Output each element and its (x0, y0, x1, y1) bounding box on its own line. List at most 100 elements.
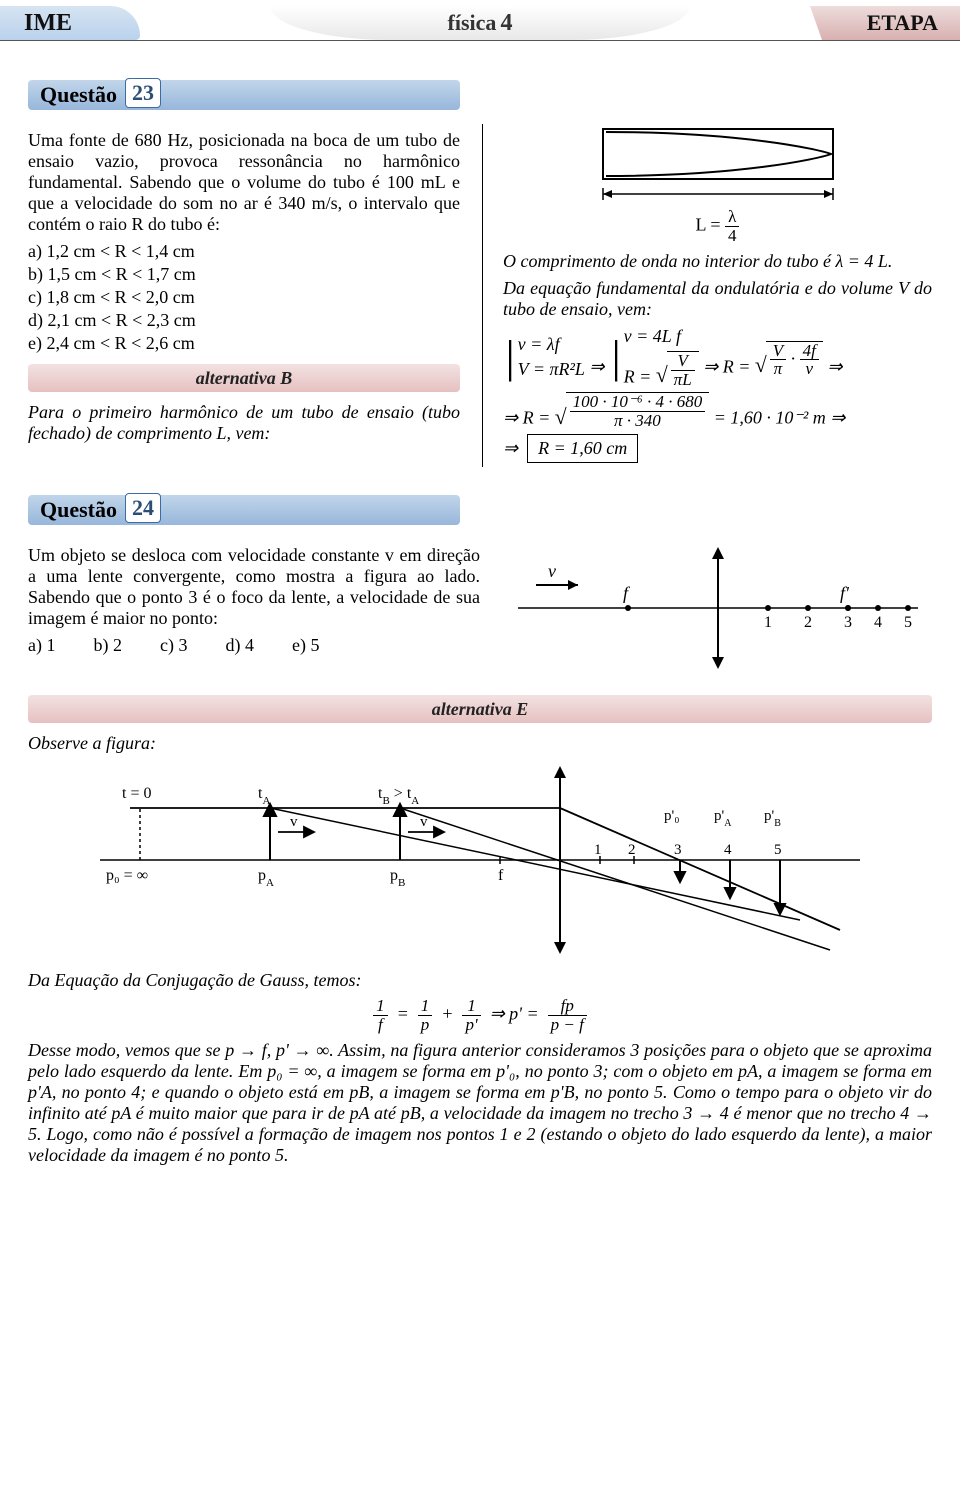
q24-opt-c: c) 3 (160, 635, 187, 656)
svg-text:3: 3 (674, 842, 682, 858)
q24-heading: Questão 24 (28, 495, 460, 525)
tube-diagram: L = λ4 (598, 124, 838, 245)
svg-text:3: 3 (844, 614, 852, 631)
svg-text:p₀ = ∞: p₀ = ∞ (106, 867, 148, 884)
g-plus: + (441, 1004, 453, 1024)
svg-text:pB: pB (390, 867, 405, 889)
q23-opt-a: a) 1,2 cm < R < 1,4 cm (28, 241, 460, 262)
tube-svg (598, 124, 838, 204)
q24-gauss-intro: Da Equação da Conjugação de Gauss, temos… (28, 970, 932, 991)
q23-heading: Questão 23 (28, 80, 460, 110)
R-b: π (770, 360, 786, 378)
tube-caption: L = λ4 (598, 208, 838, 245)
g-m2t: 1 (462, 997, 480, 1016)
ray-svg: v v t = 0 tA tB > tA p₀ = ∞ pA pB f 1 2 … (100, 760, 860, 960)
q24-observe: Observe a figura: (28, 733, 932, 754)
q23-right: L = λ4 O comprimento de onda no interior… (482, 124, 932, 467)
q23-r1: O comprimento de onda no interior do tub… (503, 251, 932, 272)
g-arr: ⇒ p' = (490, 1004, 539, 1024)
plug-b: π · 340 (570, 412, 706, 430)
lens-v: v (548, 561, 556, 581)
svg-text:p'₀: p'₀ (664, 808, 679, 824)
svg-text:2: 2 (804, 614, 812, 631)
sys-d-l: R = (624, 366, 652, 386)
q23-sol-line1: Para o primeiro harmônico de um tubo de … (28, 402, 460, 444)
plug-res: = 1,60 · 10⁻² m ⇒ (714, 408, 846, 428)
question-number: 23 (125, 78, 161, 108)
g-m1t: 1 (418, 997, 433, 1016)
svg-text:v: v (420, 814, 428, 830)
frac-top: λ (725, 208, 740, 227)
header-center: física 4 (270, 6, 690, 40)
svg-text:f: f (498, 867, 504, 884)
q23-opt-b: b) 1,5 cm < R < 1,7 cm (28, 264, 460, 285)
g-l-t: 1 (373, 997, 388, 1016)
svg-text:v: v (290, 814, 298, 830)
page-header: IME física 4 ETAPA (28, 0, 932, 52)
q23-opt-e: e) 2,4 cm < R < 2,6 cm (28, 333, 460, 354)
q24-opt-e: e) 5 (292, 635, 319, 656)
q24-opt-d: d) 4 (225, 635, 254, 656)
sys-a: v = λf (518, 334, 585, 355)
sys-c: v = 4L f (624, 326, 699, 347)
svg-text:pA: pA (258, 867, 274, 889)
plug-pre: ⇒ R = (503, 408, 550, 428)
q24-lens-diagram: v f f' 1 2 3 4 5 (504, 539, 932, 677)
svg-text:f: f (623, 583, 631, 603)
svg-text:f': f' (840, 583, 850, 603)
q24-options: a) 1 b) 2 c) 3 d) 4 e) 5 (28, 635, 480, 656)
frac-bottom: 4 (725, 227, 740, 245)
q24-stem: Um objeto se desloca com velocidade cons… (28, 545, 480, 629)
q23-opt-d: d) 2,1 cm < R < 2,3 cm (28, 310, 460, 331)
final-box: R = 1,60 cm (527, 434, 638, 463)
dot: · (791, 348, 796, 368)
q23-stem: Uma fonte de 680 Hz, posicionada na boca… (28, 130, 460, 235)
R2-t: 4f (800, 342, 819, 361)
q24-ray-diagram: v v t = 0 tA tB > tA p₀ = ∞ pA pB f 1 2 … (100, 760, 860, 960)
question-bar: Questão 24 (28, 495, 460, 525)
q23-body: Uma fonte de 680 Hz, posicionada na boca… (28, 124, 932, 467)
sys-d-t: V (671, 352, 695, 371)
q24-opt-a: a) 1 (28, 635, 55, 656)
q24-answer-banner: alternativa E (28, 695, 932, 723)
q23-r2: Da equação fundamental da ondulatória e … (503, 278, 932, 320)
sys-d-b: πL (671, 371, 695, 389)
g-l-b: f (373, 1016, 388, 1034)
final-pre: ⇒ (503, 438, 518, 458)
q23-final: ⇒ R = 1,60 cm (503, 434, 932, 463)
header-subject: física (448, 10, 497, 36)
svg-text:t = 0: t = 0 (122, 785, 151, 802)
svg-text:1: 1 (594, 842, 602, 858)
q24-gauss-eq: 1f = 1p + 1p' ⇒ p' = fpp − f (28, 997, 932, 1034)
question-number: 24 (125, 493, 161, 523)
g-m2b: p' (462, 1016, 480, 1034)
g-rb: p − f (548, 1016, 587, 1034)
R-t: V (770, 342, 786, 361)
q24-opt-b: b) 2 (93, 635, 122, 656)
question-label: Questão (40, 82, 117, 108)
svg-text:tB > tA: tB > tA (378, 785, 419, 807)
tube-caption-L: L = (696, 214, 721, 234)
svg-text:4: 4 (874, 614, 882, 631)
question-bar: Questão 23 (28, 80, 460, 110)
sys-b: V = πR²L (518, 359, 585, 380)
q23-system: | v = λf V = πR²L ⇒ | v = 4L f R = VπL ⇒… (503, 326, 932, 389)
arrow2: ⇒ (827, 356, 842, 376)
svg-text:5: 5 (774, 842, 782, 858)
svg-text:tA: tA (258, 785, 270, 807)
q23-answer-banner: alternativa B (28, 364, 460, 392)
svg-text:4: 4 (724, 842, 732, 858)
header-right: ETAPA (810, 6, 960, 40)
g-m1b: p (418, 1016, 433, 1034)
q23-plug: ⇒ R = 100 · 10⁻⁶ · 4 · 680π · 340 = 1,60… (503, 392, 932, 430)
plug-t: 100 · 10⁻⁶ · 4 · 680 (570, 393, 706, 412)
q24-top: Um objeto se desloca com velocidade cons… (28, 539, 932, 677)
arrow-R: ⇒ R = (703, 356, 750, 376)
svg-text:p'A: p'A (714, 808, 732, 829)
header-left: IME (0, 6, 140, 40)
g-eq: = (397, 1004, 409, 1024)
q23-opt-c: c) 1,8 cm < R < 2,0 cm (28, 287, 460, 308)
svg-text:p'B: p'B (764, 808, 781, 829)
lens-svg: v f f' 1 2 3 4 5 (518, 543, 918, 673)
g-rt: fp (548, 997, 587, 1016)
